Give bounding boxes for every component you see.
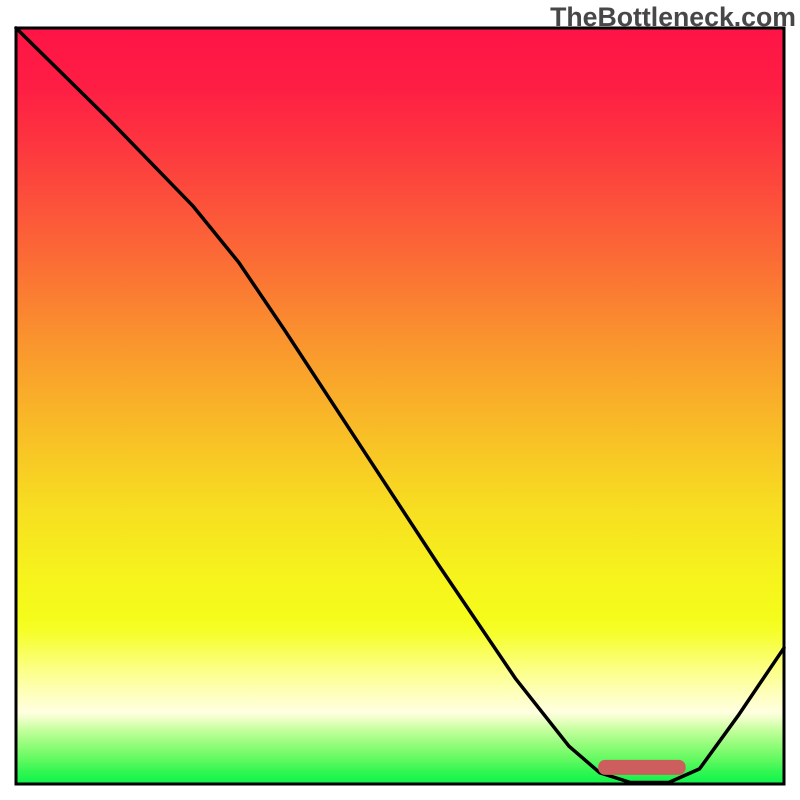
optimal-range-marker (598, 760, 686, 775)
bottleneck-chart: TheBottleneck.com (0, 0, 800, 800)
chart-svg (0, 0, 800, 800)
watermark-text: TheBottleneck.com (550, 2, 796, 33)
